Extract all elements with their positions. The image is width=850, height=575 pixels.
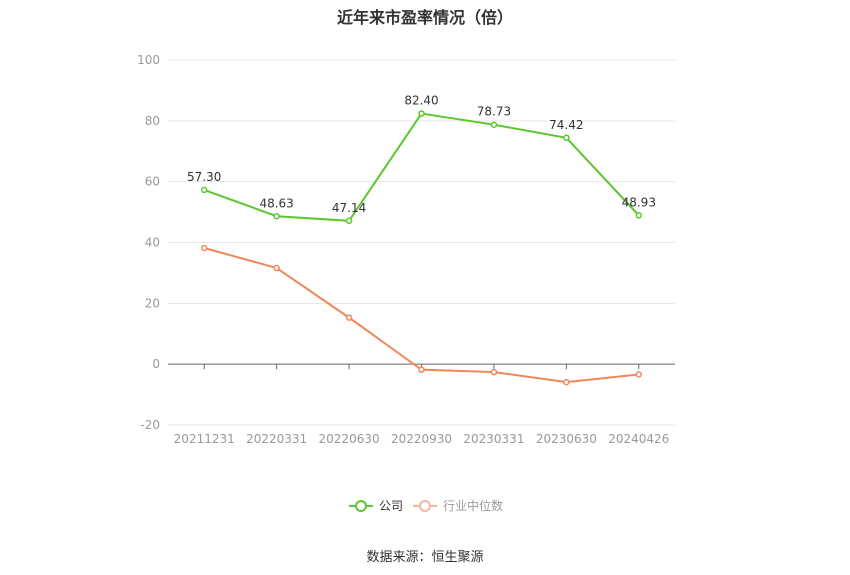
data-labels: 57.30 48.63 47.14 82.40 78.73 74.42 48.93 (187, 94, 656, 215)
series-line-1 (203, 247, 639, 384)
y-tick-label: 20 (145, 296, 160, 310)
data-point[interactable] (490, 368, 498, 376)
data-point[interactable] (418, 110, 425, 117)
data-label: 48.63 (259, 196, 293, 210)
data-point[interactable] (563, 378, 570, 386)
data-point[interactable] (200, 244, 208, 252)
y-tick-label: 60 (145, 175, 160, 189)
data-label: 48.93 (622, 195, 656, 209)
x-tick-label: 20220930 (391, 432, 452, 446)
x-tick-label: 20230630 (536, 432, 597, 446)
x-tick-label: 20211231 (174, 432, 235, 446)
data-label: 82.40 (404, 94, 438, 108)
data-point[interactable] (635, 371, 643, 378)
data-point[interactable] (200, 186, 208, 194)
data-point[interactable] (273, 264, 280, 272)
data-point[interactable] (635, 212, 643, 219)
grid-lines (168, 59, 675, 426)
data-point[interactable] (345, 217, 353, 225)
y-tick-label: 40 (145, 236, 160, 250)
x-tick-label: 20220630 (319, 432, 380, 446)
legend-item-0[interactable]: 公司 (379, 499, 403, 513)
data-point[interactable] (345, 314, 353, 321)
data-point[interactable] (273, 213, 280, 220)
data-label: 47.14 (332, 201, 366, 215)
y-tick-label: 0 (152, 357, 160, 371)
legend-item-1[interactable]: 行业中位数 (443, 498, 503, 513)
data-label: 57.30 (187, 170, 221, 184)
x-tick-label: 20240426 (608, 432, 669, 446)
data-point[interactable] (563, 134, 570, 142)
y-tick-label: 80 (145, 114, 160, 128)
series-layer (200, 110, 643, 386)
data-point[interactable] (418, 366, 425, 373)
y-axis-ticks: 100 80 60 40 20 0 -20 (137, 53, 160, 432)
x-tick-label: 20230331 (463, 432, 524, 446)
x-axis: 20211231 20220331 20220630 20220930 20230331… (174, 364, 669, 446)
chart-title: 近年来市盈率情况（倍） (336, 8, 513, 27)
x-tick-label: 20220331 (246, 432, 307, 446)
y-tick-label: 100 (137, 53, 160, 67)
y-tick-label: -20 (140, 418, 160, 432)
legend-swatch-marker (419, 500, 431, 512)
data-source: 数据来源：恒生聚源 (366, 550, 484, 565)
data-point[interactable] (490, 121, 498, 128)
data-label: 78.73 (477, 105, 511, 119)
legend: 公司 行业中位数 (349, 498, 503, 513)
legend-swatch-marker (355, 500, 367, 512)
data-label: 74.42 (549, 118, 583, 132)
